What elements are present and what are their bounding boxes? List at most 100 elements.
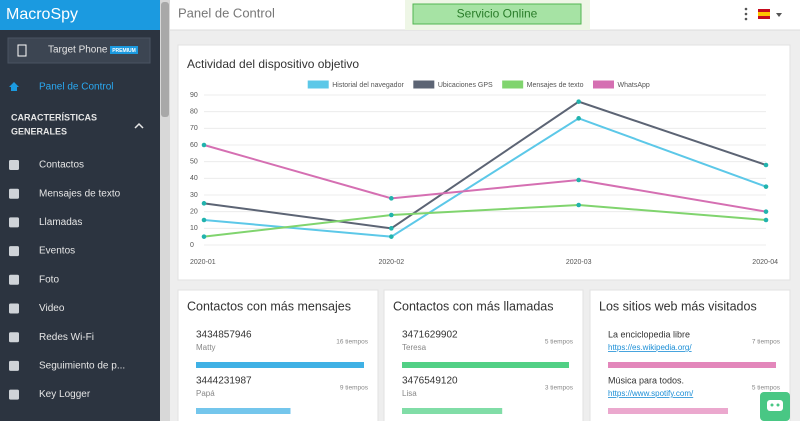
item-primary: 3434857946: [196, 330, 252, 341]
badge: PREMIUM: [112, 48, 136, 54]
x-tick-label: 2020-02: [378, 259, 404, 266]
home-icon: [9, 82, 19, 91]
flag[interactable]: [758, 9, 770, 12]
series-line: [203, 100, 767, 230]
nav-item[interactable]: Llamadas: [39, 217, 82, 228]
nav-icon: [9, 332, 19, 343]
point: [201, 217, 207, 223]
item-times: 7 tiempos: [752, 339, 781, 346]
point: [389, 196, 394, 201]
chat-icon: [770, 403, 774, 407]
item-secondary: Teresa: [402, 343, 427, 352]
y-tick-label: 0: [190, 242, 194, 249]
nav-icon: [9, 303, 19, 314]
point: [201, 201, 207, 206]
nav-item[interactable]: Foto: [39, 274, 59, 285]
brand: MacroSpy: [6, 6, 78, 23]
point: [763, 217, 769, 223]
chart-card: [177, 44, 791, 281]
card-title: Contactos con más llamadas: [393, 299, 554, 313]
nav-item[interactable]: Redes Wi-Fi: [39, 332, 94, 343]
item-times: 5 tiempos: [752, 385, 781, 392]
legend-label: Mensajes de texto: [527, 82, 584, 89]
chat-icon: [776, 403, 780, 407]
badge-bg: [110, 46, 138, 54]
device-icon: [17, 44, 27, 57]
nav-item[interactable]: Mensajes de texto: [39, 188, 121, 199]
item-primary: La enciclopedia libre: [608, 329, 690, 339]
legend-label: Historial del navegador: [332, 82, 404, 89]
point: [389, 234, 394, 239]
item-secondary: Papá: [196, 389, 215, 398]
item-secondary[interactable]: https://www.spotify.com/: [608, 389, 694, 398]
series-line: [203, 203, 767, 238]
item-primary: 3444231987: [196, 376, 252, 387]
y-tick-label: 90: [190, 92, 198, 99]
flag: [758, 12, 770, 16]
legend-swatch: [413, 80, 435, 89]
point: [763, 162, 769, 168]
progress-bar: [196, 362, 364, 368]
nav-item[interactable]: Eventos: [39, 246, 75, 257]
nav-icon: [9, 360, 19, 371]
item-primary: 3476549120: [402, 376, 458, 387]
progress-bar: [608, 408, 728, 414]
brand-bar: [0, 0, 160, 30]
nav-item[interactable]: Contactos: [39, 160, 84, 171]
point: [576, 116, 581, 121]
menu-dots[interactable]: [744, 7, 748, 21]
nav-item[interactable]: Video: [39, 303, 65, 314]
chart-title: Actividad del dispositivo objetivo: [187, 57, 359, 71]
cards: Contactos con más mensajes 3434857946 Matt…: [177, 289, 791, 426]
item-times: 3 tiempos: [545, 385, 574, 392]
section-title: GENERALES: [11, 126, 67, 136]
y-tick-label: 30: [190, 192, 198, 199]
point: [389, 212, 394, 218]
legend-swatch: [502, 80, 524, 89]
card: [589, 289, 791, 426]
sidebar: [0, 0, 160, 421]
nav-active[interactable]: Panel de Control: [39, 82, 114, 93]
item-times: 5 tiempos: [545, 339, 574, 346]
point: [201, 142, 207, 148]
nav-icon: [9, 246, 19, 257]
chevron[interactable]: [134, 122, 144, 129]
legend-label: Ubicaciones GPS: [438, 82, 493, 89]
y-tick-label: 10: [190, 225, 198, 232]
point: [201, 234, 207, 239]
item-secondary[interactable]: https://es.wikipedia.org/: [608, 343, 692, 352]
point: [389, 226, 394, 231]
item-times: 16 tiempos: [336, 339, 369, 346]
lang-caret[interactable]: [776, 13, 782, 17]
card-title: Los sitios web más visitados: [599, 299, 757, 313]
item-primary: 3471629902: [402, 330, 458, 341]
point: [576, 99, 581, 104]
x-tick-label: 2020-03: [566, 259, 592, 266]
legend-swatch: [307, 80, 329, 89]
x-tick-label: 2020-04: [752, 259, 778, 266]
card-title: Contactos con más mensajes: [187, 299, 351, 313]
item-primary: Música para todos.: [608, 375, 684, 385]
progress-bar: [402, 408, 503, 414]
nav-icon: [9, 160, 19, 170]
point: [576, 177, 581, 183]
scrollbar-thumb[interactable]: [161, 2, 169, 117]
y-tick-label: 70: [190, 125, 198, 132]
nav-item[interactable]: Seguimiento de p...: [39, 361, 125, 372]
section-title: CARACTERÍSTICAS: [11, 112, 97, 122]
nav-list: Contactos Mensajes de texto Llamadas Evento…: [9, 160, 125, 400]
header-title: Panel de Control: [178, 5, 275, 20]
point: [763, 184, 769, 189]
y-tick-label: 80: [190, 109, 198, 116]
item-times: 9 tiempos: [340, 385, 369, 392]
progress-bar: [196, 408, 291, 414]
progress-bar: [608, 362, 776, 368]
progress-bar: [402, 362, 569, 368]
series-line: [203, 117, 767, 238]
card: [177, 289, 379, 426]
scrollbar-track: [160, 0, 170, 421]
y-tick-label: 20: [190, 209, 198, 216]
status-box: [412, 3, 582, 25]
nav-item[interactable]: Key Logger: [39, 389, 91, 400]
